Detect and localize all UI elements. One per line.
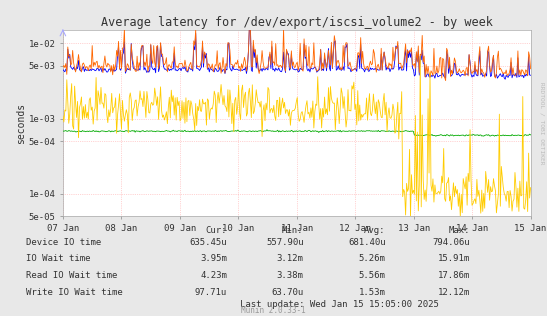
Text: Write IO Wait time: Write IO Wait time [26,288,123,297]
Text: Read IO Wait time: Read IO Wait time [26,271,118,280]
Text: 1.53m: 1.53m [359,288,386,297]
Text: 3.38m: 3.38m [277,271,304,280]
Text: 681.40u: 681.40u [348,238,386,247]
Text: 97.71u: 97.71u [195,288,227,297]
Text: Cur:: Cur: [206,226,227,235]
Text: 557.90u: 557.90u [266,238,304,247]
Text: Min:: Min: [282,226,304,235]
Text: 794.06u: 794.06u [433,238,470,247]
Text: Last update: Wed Jan 15 15:05:00 2025: Last update: Wed Jan 15 15:05:00 2025 [240,300,439,309]
Text: 63.70u: 63.70u [271,288,304,297]
Y-axis label: seconds: seconds [16,103,26,144]
Text: Max:: Max: [449,226,470,235]
Title: Average latency for /dev/export/iscsi_volume2 - by week: Average latency for /dev/export/iscsi_vo… [101,16,493,29]
Text: 3.95m: 3.95m [200,254,227,264]
Text: IO Wait time: IO Wait time [26,254,91,264]
Text: 12.12m: 12.12m [438,288,470,297]
Text: RRDTOOL / TOBI OETIKER: RRDTOOL / TOBI OETIKER [539,82,544,165]
Text: Avg:: Avg: [364,226,386,235]
Text: 4.23m: 4.23m [200,271,227,280]
Text: 635.45u: 635.45u [189,238,227,247]
Text: 17.86m: 17.86m [438,271,470,280]
Text: 5.26m: 5.26m [359,254,386,264]
Text: Munin 2.0.33-1: Munin 2.0.33-1 [241,307,306,315]
Text: 15.91m: 15.91m [438,254,470,264]
Text: 3.12m: 3.12m [277,254,304,264]
Text: Device IO time: Device IO time [26,238,102,247]
Text: 5.56m: 5.56m [359,271,386,280]
